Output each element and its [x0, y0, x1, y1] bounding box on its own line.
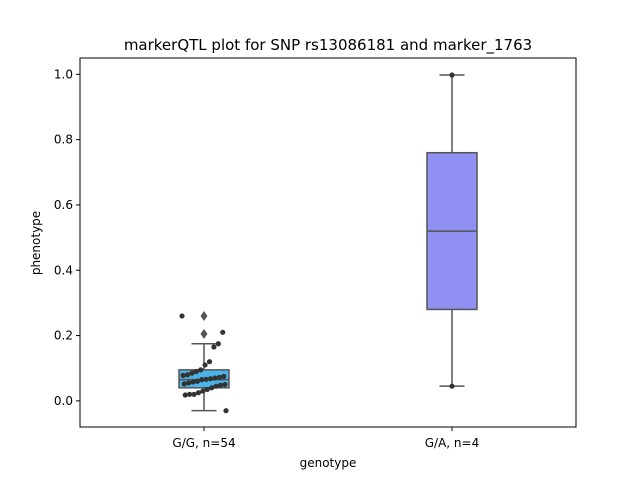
y-tick-label: 0.0 — [54, 394, 73, 408]
data-point — [213, 383, 219, 389]
x-tick-label: G/G, n=54 — [172, 436, 235, 450]
data-point — [186, 380, 192, 386]
data-point — [202, 362, 208, 368]
data-point — [194, 378, 200, 384]
y-tick-label: 0.6 — [54, 198, 73, 212]
y-tick-label: 1.0 — [54, 67, 73, 81]
data-point — [184, 372, 191, 378]
data-point — [181, 381, 187, 387]
plot-frame — [79, 57, 577, 428]
data-point — [200, 388, 206, 394]
data-point — [216, 374, 222, 380]
outlier-marker — [200, 310, 208, 321]
outlier-marker — [200, 328, 208, 339]
data-point — [449, 383, 455, 389]
y-axis-label: phenotype — [29, 211, 43, 275]
x-tick-label: G/A, n=4 — [425, 436, 479, 450]
y-tick-label: 0.4 — [54, 263, 73, 277]
plot-area — [178, 72, 478, 414]
data-point — [191, 391, 197, 397]
x-axis-label: genotype — [300, 456, 357, 470]
data-point — [220, 329, 226, 335]
data-point — [179, 313, 185, 319]
data-point — [449, 72, 455, 78]
data-point — [189, 370, 195, 376]
data-point — [198, 367, 204, 373]
data-point — [182, 392, 188, 398]
data-point — [215, 341, 221, 347]
data-point — [211, 344, 217, 350]
y-tick-label: 0.8 — [54, 133, 73, 147]
data-point — [209, 385, 215, 391]
data-point — [190, 379, 196, 385]
data-point — [204, 386, 210, 393]
data-point — [212, 375, 218, 381]
data-point — [223, 408, 229, 414]
data-point — [208, 376, 214, 382]
data-point — [193, 368, 199, 375]
data-point — [203, 376, 209, 382]
data-point — [206, 359, 213, 365]
data-point — [222, 381, 228, 388]
y-tick-label: 0.2 — [54, 329, 73, 343]
data-point — [180, 372, 186, 379]
data-point — [199, 377, 205, 383]
chart-title: markerQTL plot for SNP rs13086181 and ma… — [124, 36, 532, 55]
data-point — [221, 373, 227, 379]
data-point — [195, 390, 202, 396]
data-point — [187, 391, 193, 397]
data-point — [217, 382, 224, 388]
